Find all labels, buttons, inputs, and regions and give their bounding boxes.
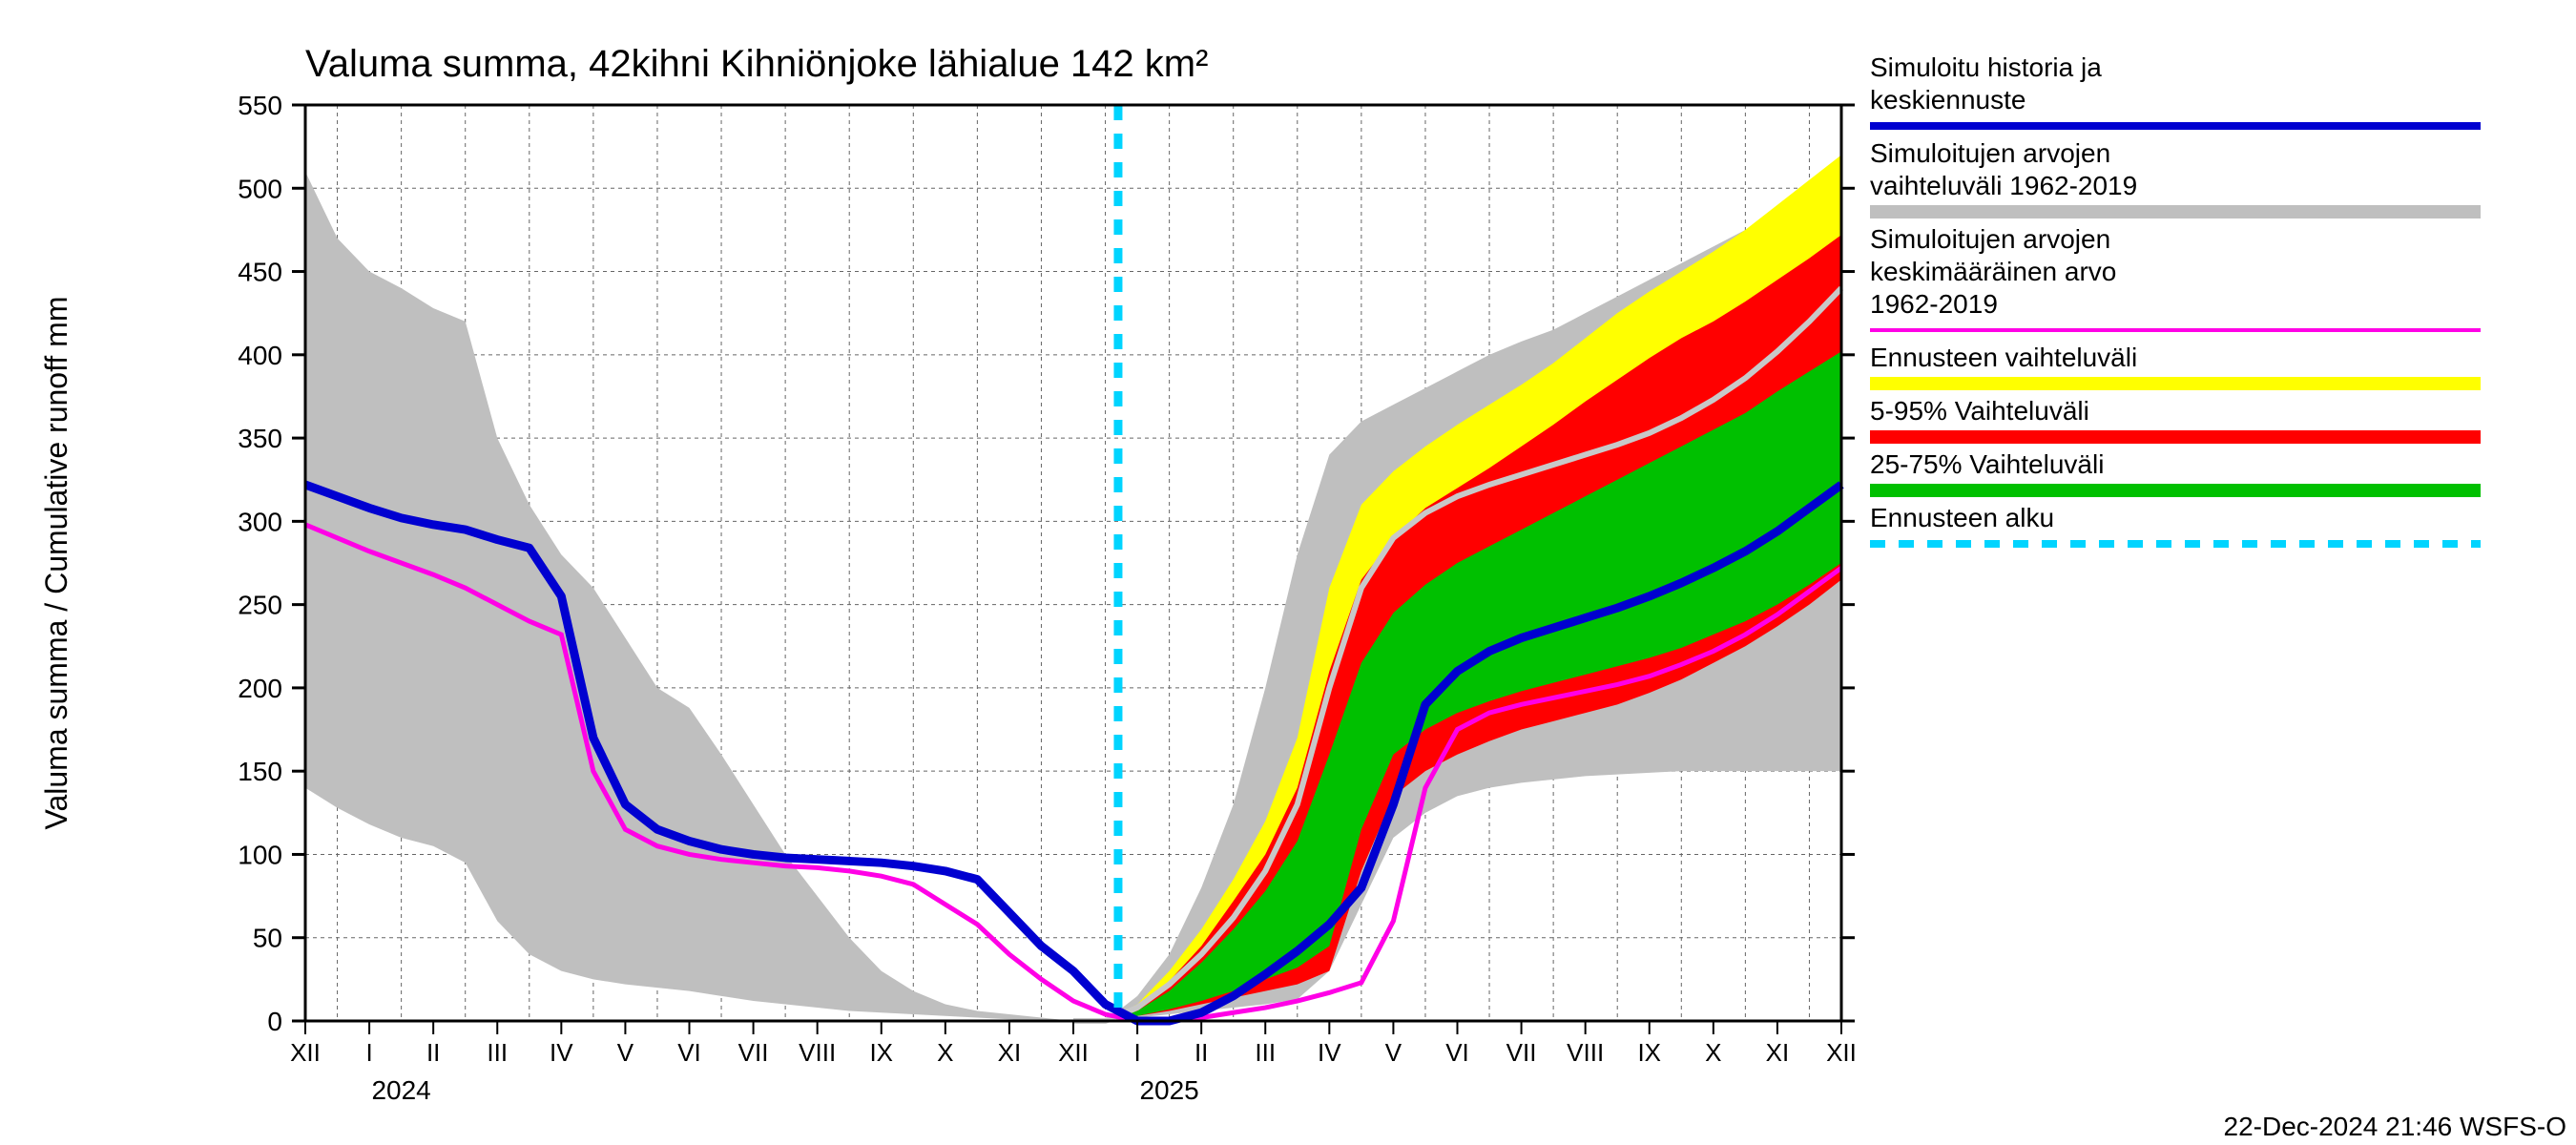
legend-label: Simuloitu historia ja [1870, 52, 2102, 82]
month-label: II [1195, 1038, 1208, 1067]
month-label: V [1385, 1038, 1402, 1067]
y-tick-label: 150 [238, 757, 282, 786]
chart-title: Valuma summa, 42kihni Kihniönjoke lähial… [305, 43, 1208, 85]
legend-label: keskimääräinen arvo [1870, 257, 2116, 286]
chart-container: 050100150200250300350400450500550XIIIIII… [0, 0, 2576, 1145]
month-label: IX [1637, 1038, 1661, 1067]
year-label: 2024 [371, 1075, 430, 1105]
month-label: V [617, 1038, 634, 1067]
legend-label: vaihteluväli 1962-2019 [1870, 171, 2137, 200]
month-label: XI [998, 1038, 1022, 1067]
month-label: I [365, 1038, 372, 1067]
month-label: III [1255, 1038, 1276, 1067]
month-label: III [487, 1038, 508, 1067]
y-tick-label: 200 [238, 674, 282, 703]
footer-timestamp: 22-Dec-2024 21:46 WSFS-O [2224, 1112, 2567, 1141]
legend-label: Ennusteen vaihteluväli [1870, 343, 2137, 372]
y-tick-label: 0 [267, 1007, 282, 1036]
legend-label: Simuloitujen arvojen [1870, 224, 2110, 254]
year-label: 2025 [1139, 1075, 1198, 1105]
legend-label: keskiennuste [1870, 85, 2025, 114]
month-label: XII [290, 1038, 321, 1067]
y-tick-label: 450 [238, 258, 282, 287]
y-tick-label: 350 [238, 424, 282, 453]
month-label: VI [1445, 1038, 1469, 1067]
legend-label: 5-95% Vaihteluväli [1870, 396, 2089, 426]
month-label: VII [1506, 1038, 1537, 1067]
month-label: XII [1058, 1038, 1089, 1067]
y-tick-label: 100 [238, 840, 282, 869]
month-label: IV [550, 1038, 573, 1067]
y-tick-label: 300 [238, 507, 282, 536]
month-label: IX [869, 1038, 893, 1067]
y-axis-label: Valuma summa / Cumulative runoff mm [39, 297, 73, 830]
y-tick-label: 550 [238, 91, 282, 120]
month-label: X [1705, 1038, 1721, 1067]
month-label: II [426, 1038, 440, 1067]
y-tick-label: 250 [238, 591, 282, 620]
month-label: IV [1318, 1038, 1341, 1067]
month-label: VIII [799, 1038, 836, 1067]
legend-label: 25-75% Vaihteluväli [1870, 449, 2104, 479]
month-label: I [1133, 1038, 1140, 1067]
month-label: VII [738, 1038, 769, 1067]
legend-label: Simuloitujen arvojen [1870, 138, 2110, 168]
month-label: XII [1826, 1038, 1857, 1067]
y-tick-label: 400 [238, 341, 282, 370]
legend-label: Ennusteen alku [1870, 503, 2054, 532]
month-label: XI [1766, 1038, 1790, 1067]
runoff-chart-svg: 050100150200250300350400450500550XIIIIII… [0, 0, 2576, 1145]
month-label: VIII [1567, 1038, 1604, 1067]
month-label: VI [677, 1038, 701, 1067]
legend-label: 1962-2019 [1870, 289, 1998, 319]
y-tick-label: 500 [238, 174, 282, 203]
month-label: X [937, 1038, 953, 1067]
y-tick-label: 50 [253, 924, 282, 953]
